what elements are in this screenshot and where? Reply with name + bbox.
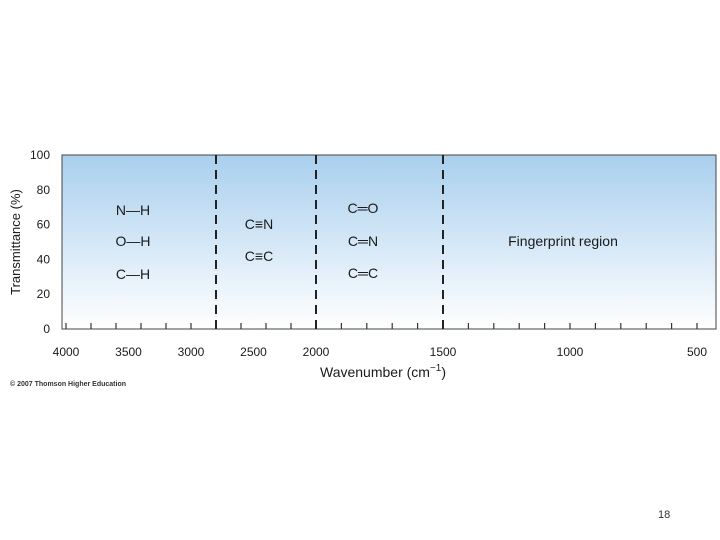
plot-area bbox=[61, 154, 717, 330]
x-axis-label: Wavenumber (cm−1) bbox=[320, 363, 446, 380]
y-tick-label: 20 bbox=[37, 287, 51, 301]
y-tick-label: 40 bbox=[37, 252, 51, 266]
bond-label-co-double: C═O bbox=[348, 200, 379, 216]
x-tick-label: 3500 bbox=[115, 345, 142, 359]
bond-label-cn-double: C═N bbox=[348, 233, 378, 249]
x-tick-label: 1500 bbox=[430, 345, 457, 359]
x-tick-labels: 4000 3500 3000 2500 2000 1500 1000 500 bbox=[53, 345, 708, 359]
x-tick-label: 1000 bbox=[557, 345, 584, 359]
y-tick-label: 0 bbox=[43, 322, 50, 336]
bond-label-ch: C—H bbox=[116, 266, 150, 282]
x-tick-label: 500 bbox=[687, 345, 707, 359]
x-tick-label: 2000 bbox=[303, 345, 330, 359]
y-tick-label: 80 bbox=[37, 183, 51, 197]
page-number: 18 bbox=[658, 509, 671, 521]
y-tick-labels: 100 80 60 40 20 0 bbox=[30, 148, 50, 336]
bond-label-oh: O—H bbox=[116, 233, 151, 249]
y-tick-label: 100 bbox=[30, 148, 50, 162]
x-tick-label: 4000 bbox=[53, 345, 80, 359]
x-tick-label: 3000 bbox=[178, 345, 205, 359]
bond-label-nh: N—H bbox=[116, 202, 150, 218]
copyright-credit: © 2007 Thomson Higher Education bbox=[10, 381, 127, 388]
bond-label-cc-triple: C≡C bbox=[245, 248, 273, 264]
x-tick-marks bbox=[65, 323, 698, 329]
fingerprint-region-label: Fingerprint region bbox=[508, 233, 618, 249]
y-tick-label: 60 bbox=[37, 218, 51, 232]
bond-label-cc-double: C═C bbox=[348, 265, 378, 281]
x-tick-label: 2500 bbox=[240, 345, 267, 359]
y-axis-label: Transmittance (%) bbox=[8, 189, 23, 295]
bond-label-cn-triple: C≡N bbox=[245, 216, 273, 232]
